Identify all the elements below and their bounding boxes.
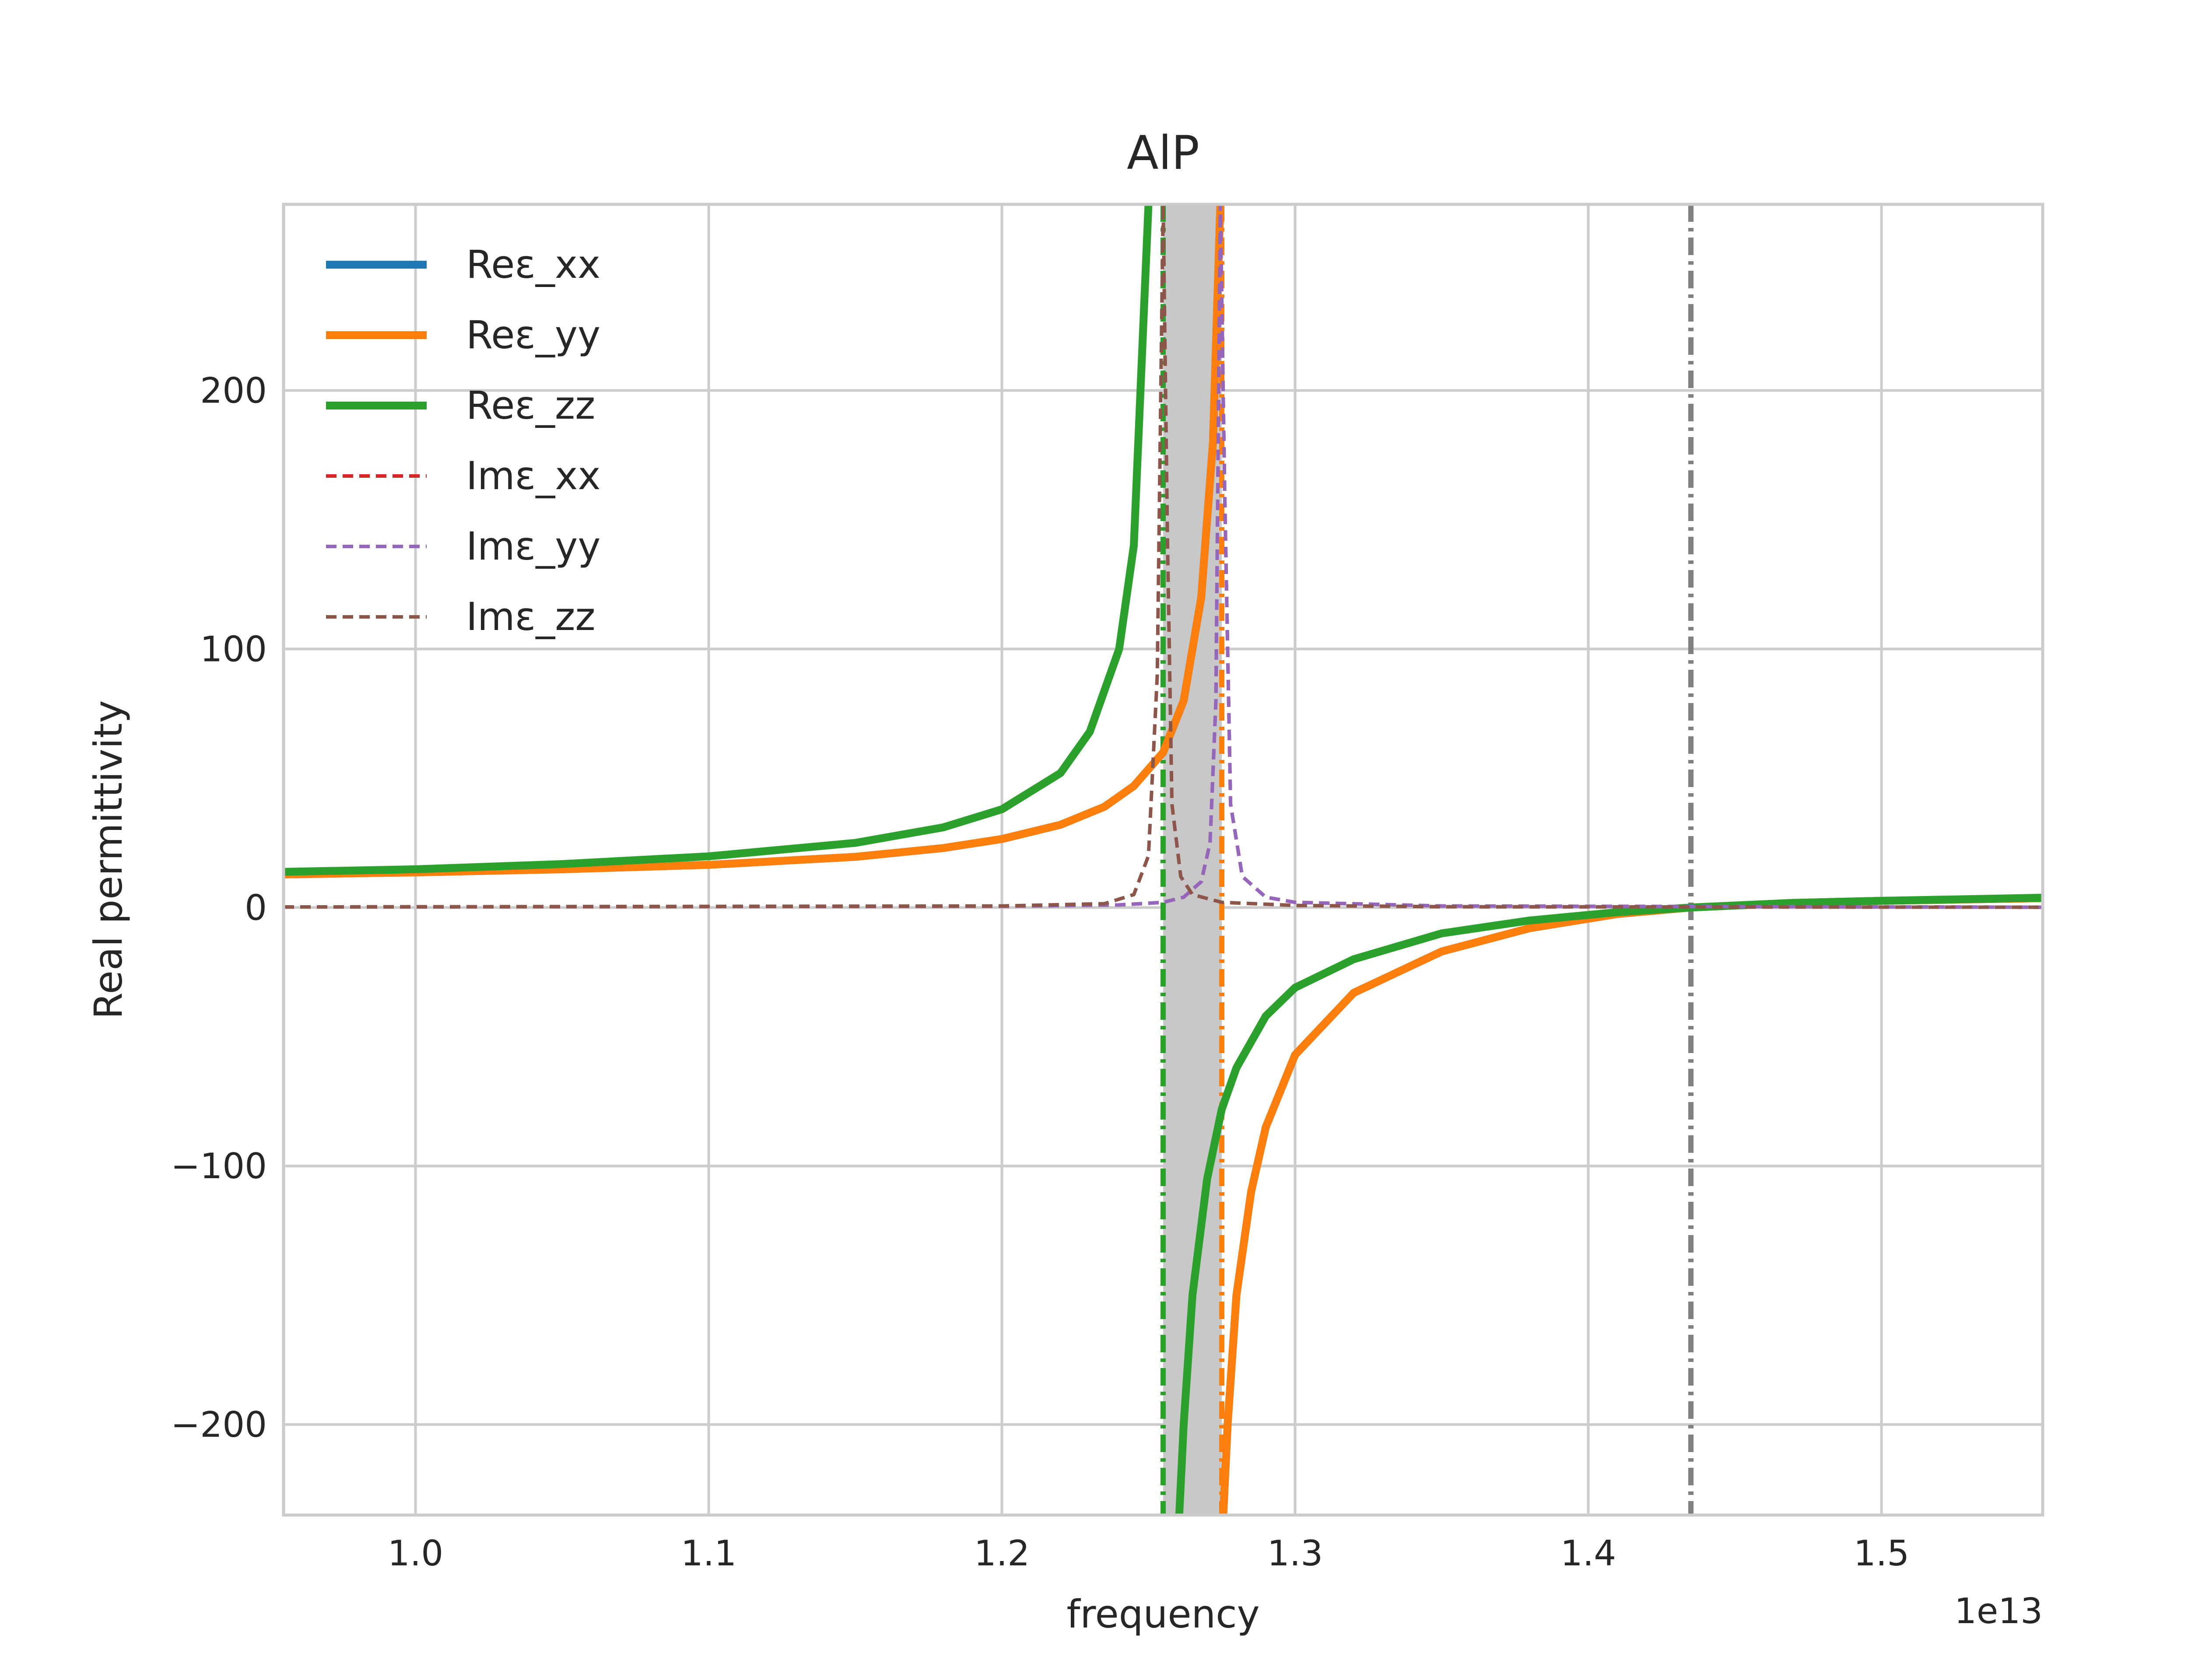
y-axis-label: Real permittivity <box>86 700 131 1019</box>
y-tick-labels: −200 −100 0 100 200 <box>171 370 267 1445</box>
y-tick-label-2: 0 <box>245 887 267 928</box>
series-4-line-0 <box>284 204 2043 909</box>
chart-title: AlP <box>1127 126 1199 180</box>
legend-label-0: Reε_xx <box>466 242 600 287</box>
series-1-line-0 <box>284 204 1224 878</box>
legend-label-4: Imε_yy <box>466 524 600 569</box>
x-tick-label-1: 1.1 <box>681 1533 736 1574</box>
y-tick-label-3: 100 <box>200 629 267 669</box>
y-tick-label-1: −100 <box>171 1146 267 1186</box>
series-4 <box>284 204 2043 909</box>
x-axis-label: frequency <box>1066 1592 1259 1637</box>
x-axis-offset-label: 1e13 <box>1954 1591 2043 1631</box>
legend-label-1: Reε_yy <box>466 312 600 357</box>
series-5 <box>284 204 2043 909</box>
legend: Reε_xx Reε_yy Reε_zz Imε_xx Imε_yy Imε_zz <box>326 242 600 639</box>
plot-frame <box>282 203 2044 1517</box>
series-5-line-0 <box>284 204 2043 909</box>
x-tick-label-4: 1.4 <box>1560 1533 1616 1574</box>
x-tick-label-0: 1.0 <box>388 1533 443 1574</box>
x-tick-label-2: 1.2 <box>974 1533 1030 1574</box>
legend-label-3: Imε_xx <box>466 453 600 498</box>
x-tick-labels: 1.0 1.1 1.2 1.3 1.4 1.5 <box>388 1533 1909 1574</box>
legend-label-5: Imε_zz <box>466 594 596 639</box>
series-layer <box>284 204 2043 1515</box>
x-tick-label-5: 1.5 <box>1854 1533 1909 1574</box>
series-2-line-0 <box>284 204 1153 876</box>
y-tick-label-4: 200 <box>200 370 267 411</box>
y-tick-label-0: −200 <box>171 1404 267 1445</box>
x-tick-label-3: 1.3 <box>1267 1533 1323 1574</box>
legend-label-2: Reε_zz <box>466 383 595 428</box>
vertical-lines-layer <box>1161 204 1694 1515</box>
